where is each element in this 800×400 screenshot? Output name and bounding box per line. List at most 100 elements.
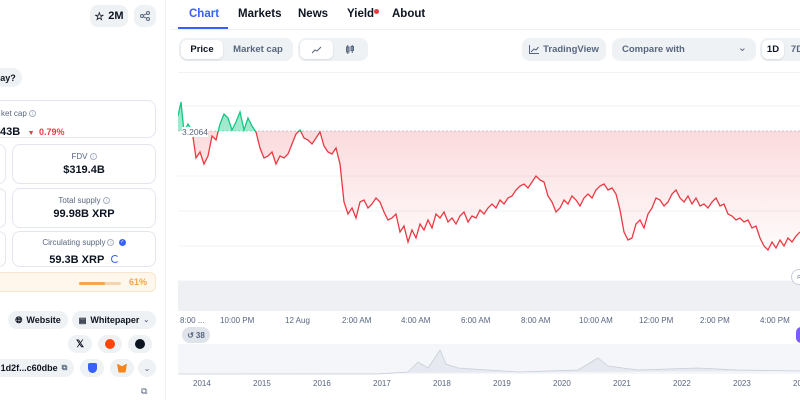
trend-chart-icon xyxy=(529,45,540,54)
partial-card-left xyxy=(0,231,6,267)
more-contracts-button[interactable]: ⌄ xyxy=(138,359,156,377)
time-axis-label: 2:00 PM xyxy=(700,316,730,325)
chevron-down-icon: ⌄ xyxy=(737,42,747,54)
time-axis-label: 4:00 AM xyxy=(401,316,431,325)
time-axis-label: 10:00 AM xyxy=(579,316,613,325)
time-axis-label: 12 Aug xyxy=(285,316,310,325)
fdv-card: FDV i $319.4B xyxy=(12,144,156,184)
line-chart-button[interactable] xyxy=(300,40,333,59)
watchlist-count: 2M xyxy=(108,10,124,22)
partial-card-left xyxy=(0,144,6,184)
year-axis-label: 2019 xyxy=(493,379,511,388)
tab-yield-label: Yield xyxy=(347,8,375,20)
shield-wallet-button[interactable] xyxy=(80,359,104,377)
price-mcap-toggle: Price Market cap xyxy=(179,38,293,61)
fdv-label: FDV xyxy=(71,152,88,161)
market-cap-card: ket cap i 43B ▼ 0.79% xyxy=(0,100,156,138)
chart-handle-dot[interactable] xyxy=(796,327,800,343)
chart-type-toggle xyxy=(298,38,368,61)
range-1d[interactable]: 1D xyxy=(762,40,784,59)
tabs-divider xyxy=(170,29,800,30)
info-icon[interactable]: i xyxy=(28,110,36,118)
year-axis-label: 2016 xyxy=(313,379,331,388)
metamask-button[interactable] xyxy=(110,359,134,377)
reddit-link[interactable] xyxy=(98,335,122,353)
price-area-below xyxy=(178,131,800,250)
year-axis-label: 2020 xyxy=(553,379,571,388)
whitepaper-link[interactable]: ▤ Whitepaper ⌄ xyxy=(72,311,156,329)
circulating-supply-card: Circulating supply i ✓ 59.3B XRP xyxy=(12,231,156,267)
question-pill[interactable]: ay? xyxy=(0,68,22,87)
time-axis-label: 2:00 AM xyxy=(342,316,372,325)
events-count: 38 xyxy=(195,330,205,340)
website-link[interactable]: 🌐︎ Website xyxy=(8,311,68,329)
contract-address-pill[interactable]: 1d2f...c60dbe ⧉ xyxy=(0,359,74,377)
question-text: ay? xyxy=(0,72,16,83)
share-button[interactable] xyxy=(134,5,156,27)
metamask-icon xyxy=(117,363,127,373)
compare-dropdown[interactable]: Compare with ⌄ xyxy=(612,38,756,61)
tab-about[interactable]: About xyxy=(392,8,426,20)
events-badge[interactable]: ↺ 38 xyxy=(182,327,210,343)
year-axis-label: 2018 xyxy=(433,379,451,388)
year-axis-label: 2014 xyxy=(193,379,211,388)
price-line-below xyxy=(183,131,800,252)
time-axis-label: 12:00 PM xyxy=(639,316,674,325)
verified-badge-icon: ✓ xyxy=(118,239,126,247)
partial-card-left xyxy=(0,188,6,228)
loading-spinner-icon xyxy=(110,254,119,263)
whitepaper-label: Whitepaper xyxy=(90,315,140,325)
price-toggle[interactable]: Price xyxy=(181,40,223,59)
market-cap-value: 43B xyxy=(0,126,21,138)
volume-area xyxy=(178,281,800,311)
reference-price-label: 3.2064 xyxy=(182,127,208,137)
reddit-icon xyxy=(105,339,115,349)
chart-zoom-handle[interactable]: ⌕ xyxy=(791,269,800,285)
layers-icon[interactable]: ⧉ xyxy=(141,386,148,396)
supply-progress-fill xyxy=(79,282,105,285)
year-axis-label: 2023 xyxy=(733,379,751,388)
time-axis-label: 8:00 ... xyxy=(180,316,205,325)
market-cap-change: 0.79% xyxy=(39,127,65,137)
supply-progress-track xyxy=(79,282,121,285)
tab-active-underline xyxy=(178,27,228,29)
github-icon xyxy=(135,339,145,349)
star-icon: ☆ xyxy=(94,10,105,23)
year-axis-label: 20 xyxy=(793,379,800,388)
year-axis-label: 2017 xyxy=(373,379,391,388)
copy-icon[interactable]: ⧉ xyxy=(61,363,68,372)
chevron-down-icon: ⌄ xyxy=(143,317,150,324)
info-icon[interactable]: i xyxy=(107,239,115,247)
watchlist-button[interactable]: ☆ 2M xyxy=(90,5,128,27)
info-icon[interactable]: i xyxy=(89,153,97,161)
left-panel xyxy=(0,0,166,400)
tab-news[interactable]: News xyxy=(298,8,329,20)
supply-progress-percent: 61% xyxy=(128,277,147,287)
tradingview-button[interactable]: TradingView xyxy=(522,38,606,61)
chevron-down-icon: ⌄ xyxy=(143,363,151,373)
share-icon xyxy=(140,11,150,21)
candlestick-button[interactable] xyxy=(334,40,366,59)
market-cap-toggle[interactable]: Market cap xyxy=(233,44,283,55)
year-axis-label: 2021 xyxy=(613,379,631,388)
info-icon[interactable]: i xyxy=(102,197,110,205)
tab-yield[interactable]: Yield xyxy=(347,8,380,20)
range-toggle: 1D 7D xyxy=(760,38,800,61)
tab-chart[interactable]: Chart xyxy=(189,8,220,20)
line-chart-icon xyxy=(311,46,321,53)
price-chart[interactable] xyxy=(178,72,800,400)
github-link[interactable] xyxy=(128,335,152,353)
tab-markets[interactable]: Markets xyxy=(238,8,282,20)
x-twitter-link[interactable]: 𝕏 xyxy=(68,335,92,353)
time-axis-label: 10:00 PM xyxy=(220,316,255,325)
year-axis-label: 2015 xyxy=(253,379,271,388)
market-cap-label: ket cap xyxy=(1,109,27,118)
time-axis-label: 4:00 PM xyxy=(760,316,790,325)
document-icon: ▤ xyxy=(78,315,87,325)
range-7d[interactable]: 7D xyxy=(790,44,800,55)
candlestick-icon xyxy=(346,45,354,54)
navigator-sparkline xyxy=(178,349,800,375)
caret-down-icon: ▼ xyxy=(27,130,35,137)
supply-progress-row: 61% xyxy=(0,272,156,292)
circulating-supply-label: Circulating supply xyxy=(42,238,106,247)
